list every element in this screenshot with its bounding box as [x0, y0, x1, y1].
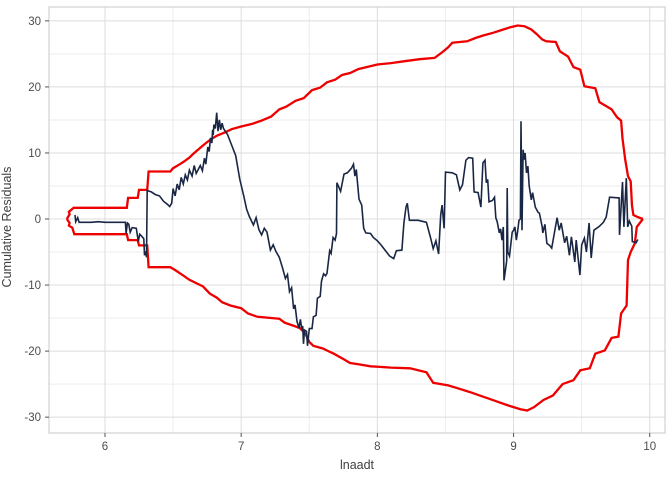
x-tick-label: 10	[643, 441, 656, 453]
y-tick-label: -30	[24, 412, 41, 424]
y-tick-label: 30	[28, 16, 41, 28]
y-tick-label: 0	[35, 214, 41, 226]
panel-border	[48, 6, 666, 434]
x-tick-label: 7	[238, 441, 244, 453]
y-tick-label: -20	[24, 346, 41, 358]
x-tick-label: 6	[102, 441, 108, 453]
x-tick-label: 9	[510, 441, 516, 453]
y-axis-title: Cumulative Residuals	[0, 166, 14, 288]
y-tick-label: 10	[28, 148, 41, 160]
y-tick-label: 20	[28, 82, 41, 94]
cumulative-residuals-line	[74, 112, 639, 346]
panel-background	[49, 7, 665, 433]
x-axis-title: lnaadt	[339, 458, 375, 472]
envelope-upper-line	[65, 24, 644, 221]
x-tick-label: 8	[374, 441, 380, 453]
y-tick-label: -10	[24, 280, 41, 292]
envelope-lower-line	[65, 218, 644, 412]
